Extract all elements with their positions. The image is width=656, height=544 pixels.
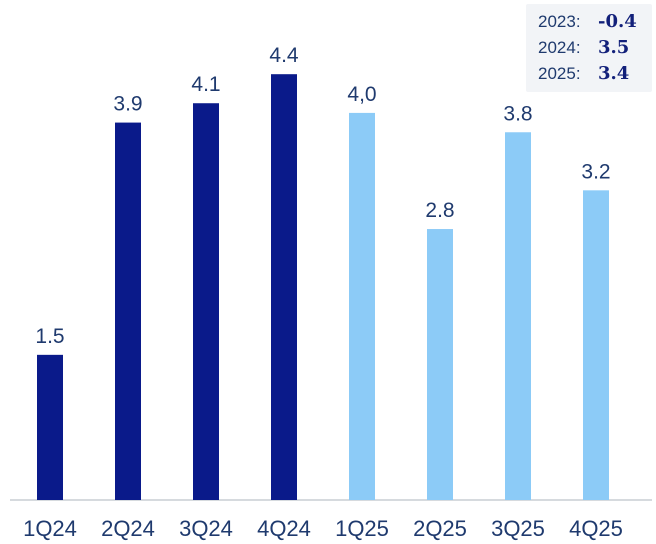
bar-4q24: [271, 74, 297, 501]
x-tick-label-2q25: 2Q25: [413, 516, 467, 541]
annual-row-2025: 2025: 3.4: [538, 62, 629, 86]
x-tick-label-4q25: 4Q25: [569, 516, 623, 541]
value-label-1q25: 4,0: [347, 83, 376, 106]
value-label-3q24: 4.1: [191, 73, 220, 96]
bar-2q24: [115, 122, 141, 501]
annual-value: 3.5: [598, 37, 630, 58]
x-tick-label-1q24: 1Q24: [23, 516, 77, 541]
annual-year-label: 2023:: [538, 12, 581, 31]
bar-3q25: [505, 132, 531, 501]
bar-3q24: [193, 103, 219, 501]
annual-row-2023: 2023: -0.4: [538, 10, 637, 34]
value-label-3q25: 3.8: [503, 102, 532, 125]
value-label-4q25: 3.2: [581, 160, 610, 183]
value-label-4q24: 4.4: [269, 44, 299, 67]
value-label-1q24: 1.5: [35, 325, 64, 348]
annual-growth-box: 2023: -0.4 2024: 3.5 2025: 3.4: [526, 4, 652, 92]
x-tick-label-4q24: 4Q24: [257, 516, 311, 541]
bar-1q24: [37, 354, 63, 500]
value-label-2q24: 3.9: [113, 93, 142, 116]
bar-2q25: [427, 229, 453, 500]
annual-year-label: 2025:: [538, 64, 581, 83]
annual-year-label: 2024:: [538, 38, 581, 57]
bar-4q25: [583, 190, 609, 501]
value-label-2q25: 2.8: [425, 199, 454, 222]
x-tick-label-1q25: 1Q25: [335, 516, 389, 541]
x-tick-label-3q25: 3Q25: [491, 516, 545, 541]
x-tick-label-3q24: 3Q24: [179, 516, 233, 541]
x-tick-label-2q24: 2Q24: [101, 516, 155, 541]
annual-value: -0.4: [598, 11, 637, 32]
annual-row-2024: 2024: 3.5: [538, 36, 629, 60]
annual-value: 3.4: [598, 63, 630, 84]
bar-1q25: [349, 112, 375, 500]
